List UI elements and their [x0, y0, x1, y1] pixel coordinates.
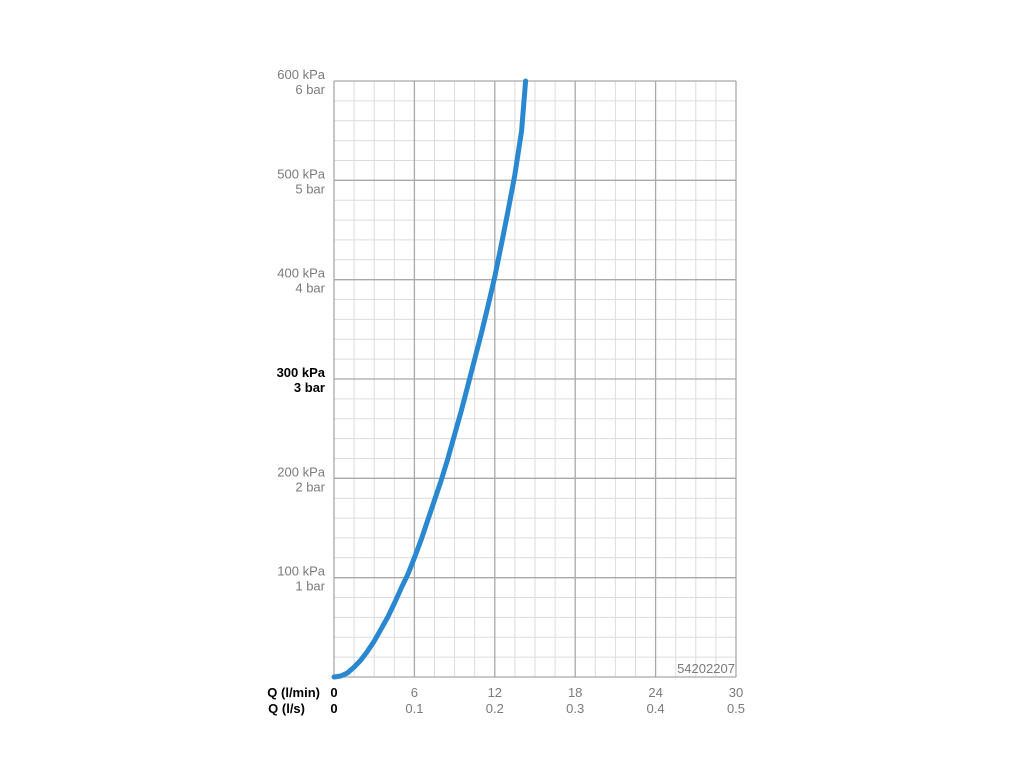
x-tick-label-ls: 0	[330, 701, 337, 716]
x-tick-label-ls: 0.5	[727, 701, 745, 716]
y-tick-label-kpa: 500 kPa	[277, 166, 325, 181]
y-tick-label-bar: 3 bar	[294, 380, 325, 395]
y-tick-label-kpa: 100 kPa	[277, 564, 325, 579]
x-tick-label-lpm: 0	[330, 685, 337, 700]
x-axis-label-lpm: Q (l/min)	[267, 685, 320, 700]
y-tick-label-bar: 1 bar	[295, 579, 325, 594]
major-grid	[333, 80, 737, 678]
series-line	[331, 78, 529, 680]
x-axis-label-ls: Q (l/s)	[268, 701, 305, 716]
product-code: 54202207	[677, 661, 735, 676]
y-tick-label-bar: 4 bar	[295, 281, 325, 296]
y-tick-label-bar: 2 bar	[295, 479, 325, 494]
x-tick-label-lpm: 12	[488, 685, 502, 700]
y-tick-label-kpa: 200 kPa	[277, 464, 325, 479]
y-tick-label-bar: 5 bar	[295, 181, 325, 196]
y-tick-label-kpa: 600 kPa	[277, 67, 325, 82]
x-tick-label-lpm: 24	[648, 685, 662, 700]
x-tick-label-ls: 0.1	[405, 701, 423, 716]
x-axis-tick-labels: 0 6 12 18 24 30 0 0.1 0.2 0.3 0.4 0.5	[330, 685, 745, 716]
y-tick-label-kpa: 300 kPa	[277, 365, 326, 380]
x-tick-label-ls: 0.3	[566, 701, 584, 716]
y-tick-label-bar: 6 bar	[295, 82, 325, 97]
y-tick-label-kpa: 400 kPa	[277, 266, 325, 281]
x-tick-label-ls: 0.2	[486, 701, 504, 716]
x-tick-label-ls: 0.4	[647, 701, 665, 716]
x-tick-label-lpm: 30	[729, 685, 743, 700]
x-tick-label-lpm: 18	[568, 685, 582, 700]
x-tick-label-lpm: 6	[411, 685, 418, 700]
